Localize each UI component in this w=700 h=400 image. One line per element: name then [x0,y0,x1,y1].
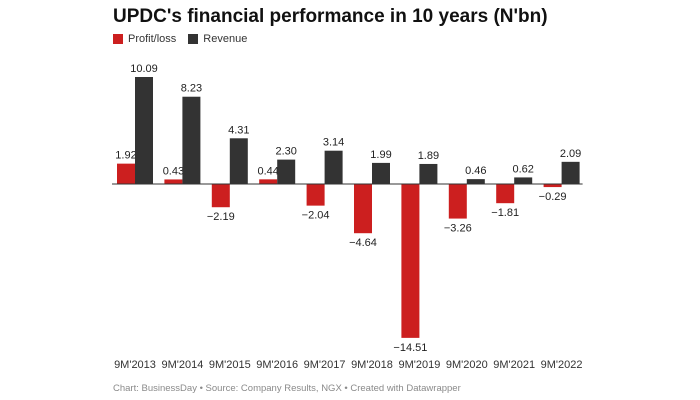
bar-revenue [135,77,153,184]
x-tick-label: 9M'2019 [398,359,440,371]
data-label-revenue: 2.09 [560,148,581,160]
bar-revenue [277,159,296,184]
data-label-profit-loss: −2.19 [207,211,235,223]
bar-profit-loss [211,184,230,208]
bar-revenue [182,96,201,184]
data-label-profit-loss: 0.44 [257,165,278,177]
legend-item-revenue: Revenue [188,33,247,45]
bar-revenue [561,161,580,184]
bar-revenue [514,177,533,184]
x-tick-label: 9M'2016 [256,359,298,371]
bar-profit-loss [164,179,183,184]
data-label-revenue: 3.14 [323,137,344,149]
x-tick-label: 9M'2018 [351,359,393,371]
data-label-revenue: 8.23 [181,83,202,95]
bar-revenue [229,138,248,184]
data-label-revenue: 0.62 [512,163,533,175]
bar-revenue [419,163,438,184]
x-tick-label: 9M'2022 [541,359,583,371]
data-label-revenue: 1.99 [370,149,391,161]
data-label-revenue: 2.30 [275,146,296,158]
x-tick-label: 9M'2021 [493,359,535,371]
bar-profit-loss [117,163,135,184]
bar-profit-loss [496,184,515,204]
bar-profit-loss [401,184,420,338]
x-tick-label: 9M'2020 [446,359,488,371]
bar-revenue [466,179,485,184]
legend: Profit/loss Revenue [113,33,259,45]
bar-revenue [372,162,390,184]
legend-swatch-profit-loss [113,34,123,44]
x-tick-label: 9M'2017 [304,359,346,371]
bar-profit-loss [448,184,467,219]
data-label-profit-loss: −14.51 [393,342,427,354]
bar-profit-loss [306,184,325,206]
x-tick-label: 9M'2014 [161,359,203,371]
x-tick-label: 9M'2015 [209,359,251,371]
data-label-revenue: 4.31 [228,124,249,136]
data-label-revenue: 0.46 [465,165,486,177]
data-label-profit-loss: 1.92 [115,150,136,162]
bar-revenue [324,150,343,184]
bar-profit-loss [543,184,562,188]
data-label-profit-loss: −4.64 [349,237,377,249]
data-label-revenue: 10.09 [130,63,158,75]
bar-profit-loss [259,179,278,184]
legend-item-profit-loss: Profit/loss [113,33,176,45]
x-tick-label: 9M'2013 [114,359,156,371]
data-label-profit-loss: −0.29 [539,191,567,203]
data-label-profit-loss: 0.43 [163,165,184,177]
bar-profit-loss [354,184,372,234]
chart-title: UPDC's financial performance in 10 years… [113,6,548,27]
data-label-profit-loss: −3.26 [444,223,472,235]
legend-swatch-revenue [188,34,199,44]
legend-label-profit-loss: Profit/loss [128,33,177,45]
data-label-profit-loss: −1.81 [491,207,519,219]
legend-label-revenue: Revenue [203,33,248,45]
footer-credits: Chart: BusinessDay • Source: Company Res… [113,383,461,394]
chart-footer: Chart: BusinessDay • Source: Company Res… [113,383,461,394]
data-label-profit-loss: −2.04 [302,210,330,222]
data-label-revenue: 1.89 [418,150,439,162]
